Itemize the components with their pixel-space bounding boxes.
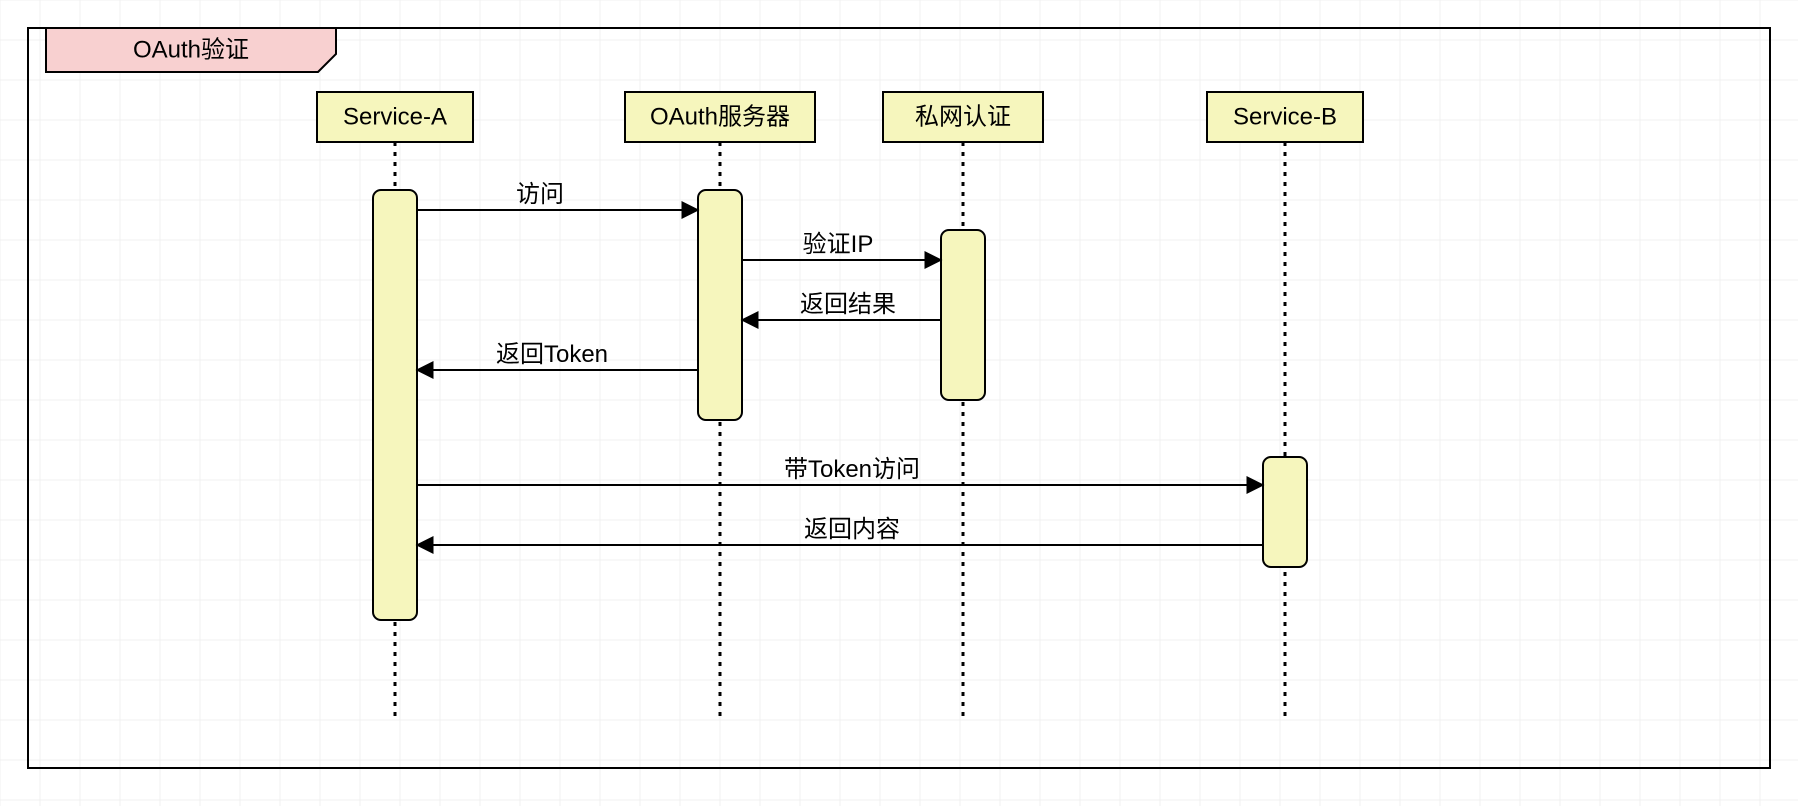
message-label-m4: 返回Token: [496, 341, 608, 368]
message-label-m5: 带Token访问: [784, 456, 920, 483]
message-label-m2: 验证IP: [803, 231, 874, 258]
activation-oauth: [698, 190, 742, 420]
participant-label-oauth: OAuth服务器: [650, 103, 790, 130]
message-label-m6: 返回内容: [804, 516, 900, 543]
message-label-m3: 返回结果: [800, 291, 896, 318]
activation-priv: [941, 230, 985, 400]
participant-label-priv: 私网认证: [915, 103, 1011, 130]
frame-title: OAuth验证: [133, 36, 249, 63]
participant-label-b: Service-B: [1233, 103, 1337, 130]
message-label-m1: 访问: [516, 181, 564, 208]
participant-label-a: Service-A: [343, 103, 447, 130]
activation-b: [1263, 457, 1307, 567]
activation-a: [373, 190, 417, 620]
